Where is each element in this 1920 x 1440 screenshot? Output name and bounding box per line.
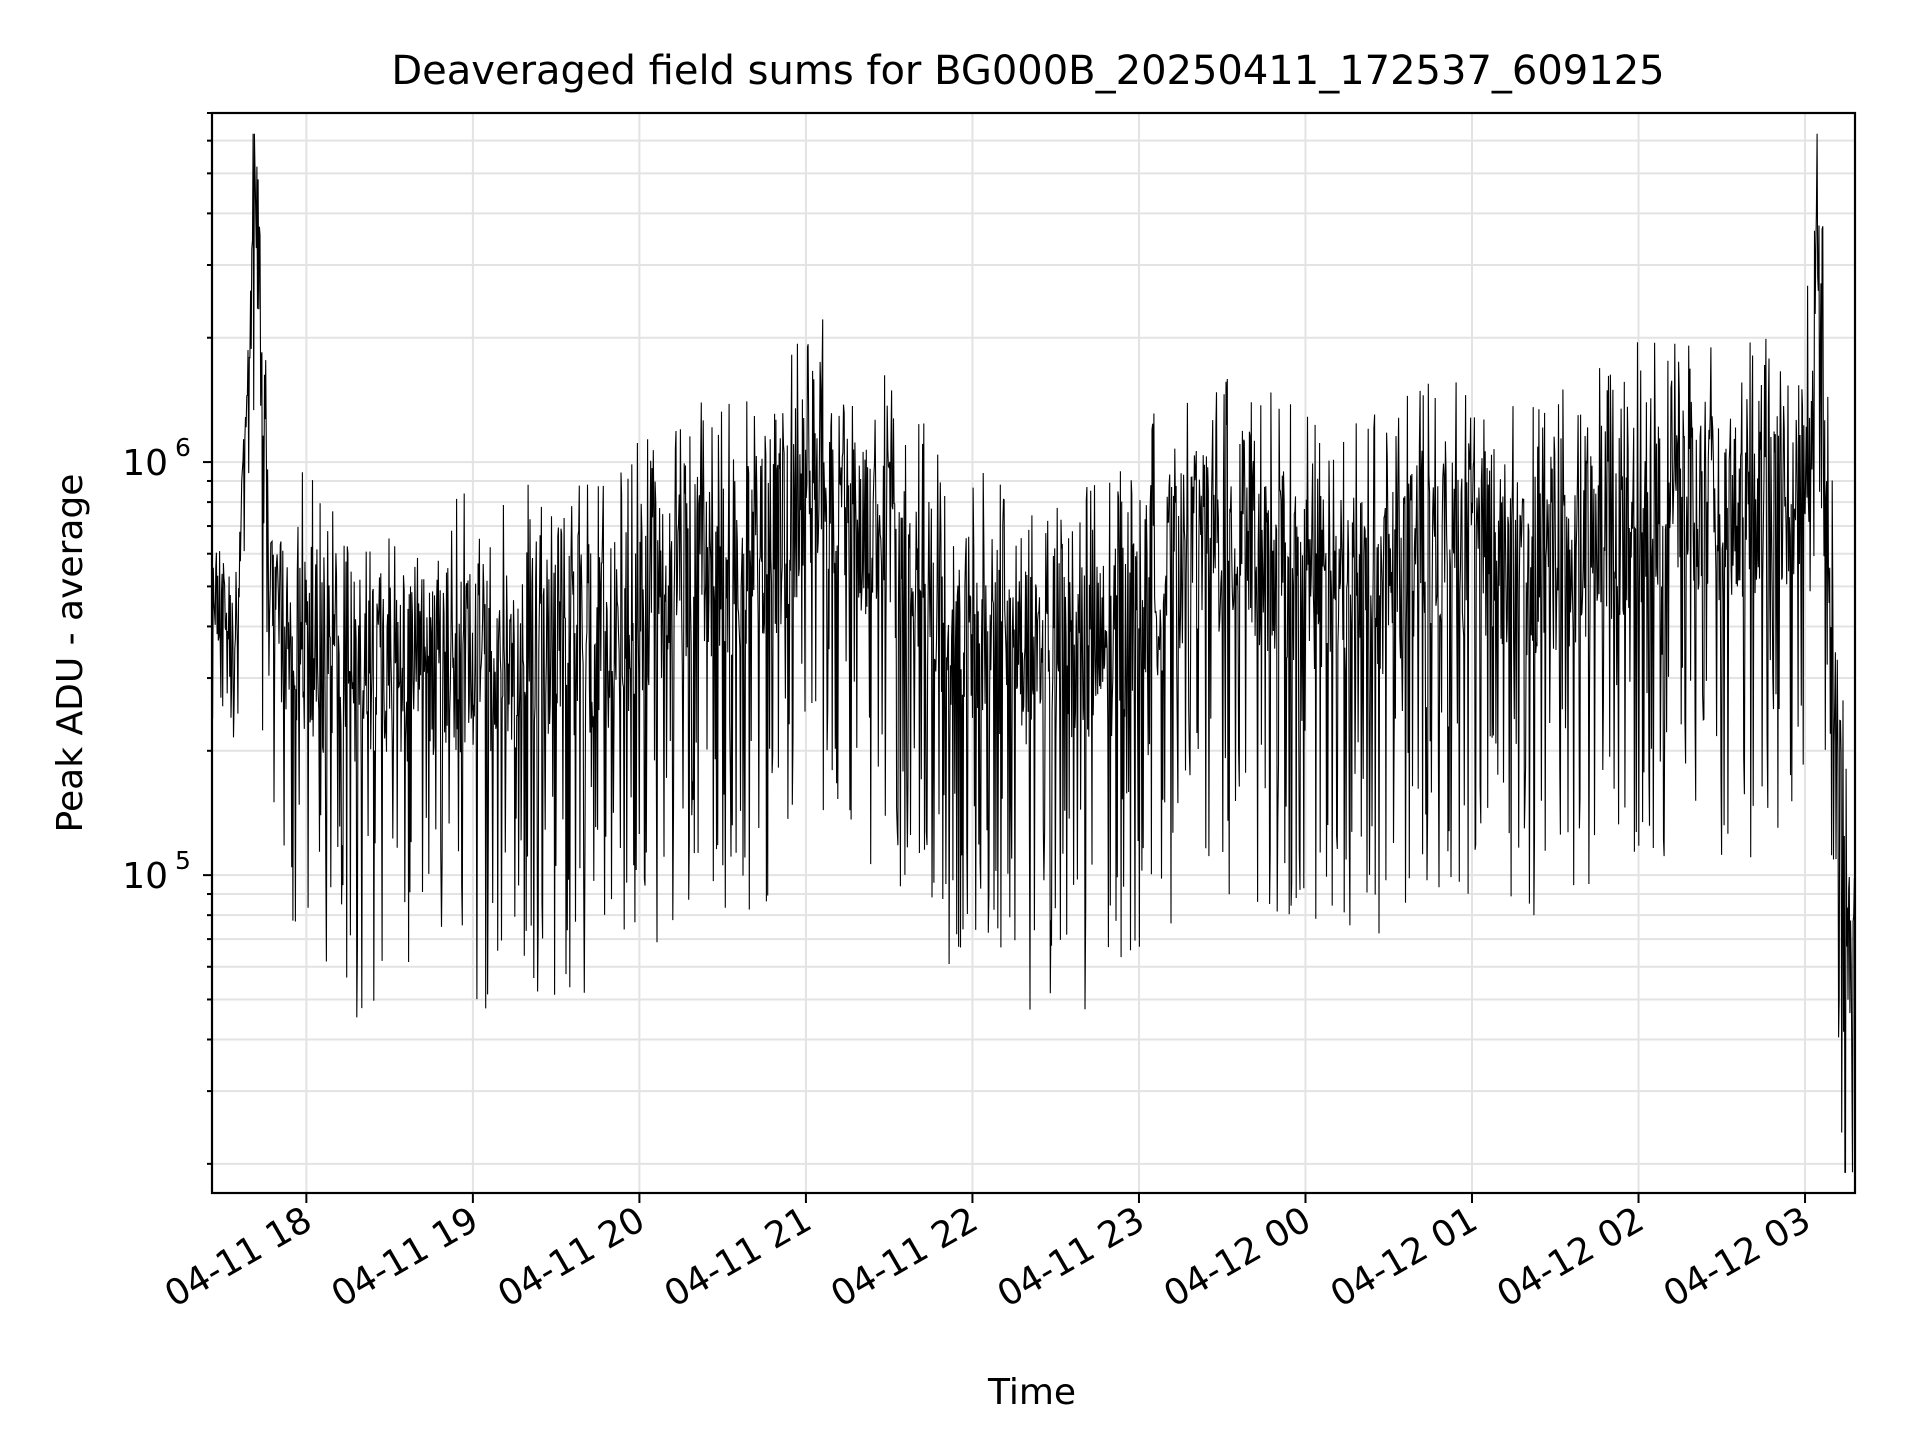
y-tick-label: 10 — [122, 443, 168, 484]
y-tick-exponent: 5 — [175, 846, 191, 875]
x-axis-label: Time — [987, 1372, 1076, 1413]
chart-title: Deaveraged field sums for BG000B_2025041… — [391, 48, 1664, 94]
data-layer — [211, 133, 1856, 1173]
plot-frame — [210, 111, 1857, 1195]
y-tick-label: 10 — [122, 856, 168, 897]
series-trace — [211, 133, 1856, 1173]
y-axis-label: Peak ADU - average — [50, 474, 91, 833]
y-tick-exponent: 6 — [175, 433, 191, 462]
